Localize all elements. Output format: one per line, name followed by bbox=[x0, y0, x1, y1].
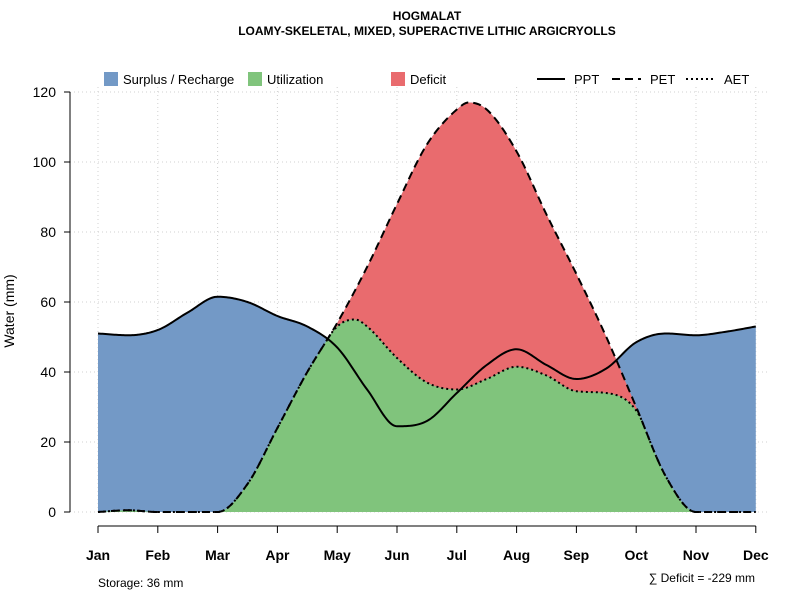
y-tick-label: 40 bbox=[40, 364, 56, 380]
x-tick-label: Jun bbox=[385, 547, 410, 563]
x-tick-label: Jul bbox=[447, 547, 467, 563]
legend-pet-label: PET bbox=[650, 72, 675, 87]
pet-line bbox=[97, 101, 756, 513]
legend-surplus-swatch bbox=[104, 72, 118, 86]
legend-surplus-label: Surplus / Recharge bbox=[123, 72, 234, 87]
legend-deficit-label: Deficit bbox=[410, 72, 447, 87]
x-tick-label: May bbox=[324, 547, 351, 563]
deficit-annotation: ∑ Deficit = -229 mm bbox=[649, 571, 755, 585]
x-tick-label: Dec bbox=[743, 547, 769, 563]
legend: Surplus / Recharge Utilization Deficit P… bbox=[104, 72, 749, 87]
chart-title: HOGMALAT bbox=[393, 9, 462, 23]
x-tick-label: Sep bbox=[564, 547, 590, 563]
legend-ppt-label: PPT bbox=[574, 72, 599, 87]
storage-annotation: Storage: 36 mm bbox=[98, 576, 183, 590]
ppt-line bbox=[97, 295, 756, 428]
legend-utilization-swatch bbox=[248, 72, 262, 86]
y-tick-label: 0 bbox=[48, 504, 56, 520]
x-tick-label: Aug bbox=[503, 547, 530, 563]
y-tick-label: 60 bbox=[40, 294, 56, 310]
x-tick-label: Mar bbox=[205, 547, 230, 563]
legend-deficit-swatch bbox=[391, 72, 405, 86]
y-tick-label: 100 bbox=[33, 154, 57, 170]
x-tick-label: Nov bbox=[683, 547, 710, 563]
y-tick-label: 120 bbox=[33, 84, 57, 100]
x-tick-label: Apr bbox=[265, 547, 290, 563]
x-tick-label: Oct bbox=[625, 547, 649, 563]
chart-subtitle: LOAMY-SKELETAL, MIXED, SUPERACTIVE LITHI… bbox=[238, 24, 616, 38]
areas bbox=[98, 102, 756, 512]
y-tick-label: 80 bbox=[40, 224, 56, 240]
legend-utilization-label: Utilization bbox=[267, 72, 323, 87]
axes: 0 20 40 60 80 100 120 Jan Feb Mar Apr May Jun Jul Aug S… bbox=[33, 84, 769, 563]
x-tick-label: Jan bbox=[86, 547, 110, 563]
y-tick-label: 20 bbox=[40, 434, 56, 450]
series-lines bbox=[97, 101, 756, 513]
y-axis-label: Water (mm) bbox=[1, 274, 17, 347]
x-tick-label: Feb bbox=[145, 547, 170, 563]
utilization-area bbox=[98, 319, 756, 512]
deficit-area bbox=[98, 102, 756, 512]
legend-aet-label: AET bbox=[724, 72, 749, 87]
